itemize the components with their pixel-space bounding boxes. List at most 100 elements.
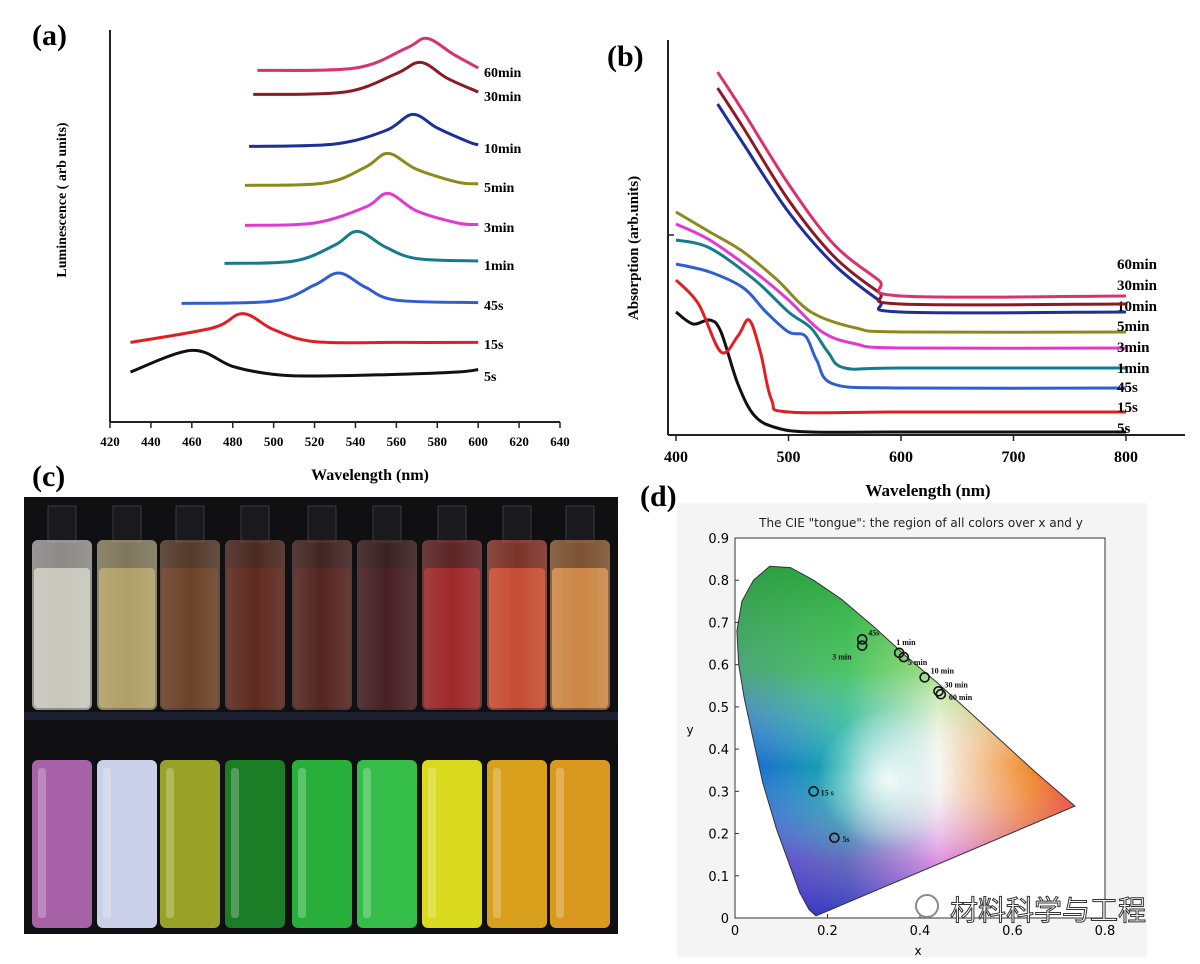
cie-point [933,685,944,697]
panel-a-line-60min [257,36,479,72]
vial-highlight [298,768,306,918]
vial-glass-shine [32,540,92,710]
panel-b-ylabel: Absorption (arb.units) [626,176,642,320]
cie-y-tick-label: 0.5 [708,701,729,716]
panel-b-series-label: 5s [1117,421,1131,437]
vial-cap [437,505,467,543]
panel-b-series-label: 15s [1117,400,1138,416]
photo-vials [32,505,610,928]
vial-cap [307,505,337,543]
vial-cap [175,505,205,543]
panel-a-line-45s [181,271,479,305]
vial-fluorescent [487,760,547,928]
vial-highlight [231,768,239,918]
panel-a-series-label: 10min [484,142,522,157]
vial-fluorescent [225,760,285,928]
panel-b-x-tick-label: 800 [1114,449,1138,466]
panel-b-series: 5s 15s 45s 1min 3min 5min 10min 30min 60min [674,71,1158,437]
cie-y-tick-label: 0.1 [708,870,729,885]
cie-x-tick-label: 0 [731,924,739,939]
panel-a-series-label: 30min [484,90,522,105]
panel-b-x-ticks: 400 500 600 700 800 [664,234,1138,466]
panel-a-x-tick-label: 420 [100,434,120,449]
panel-a-x-tick-label: 640 [550,434,570,449]
cie-point [856,634,868,645]
cie-white-point [817,708,958,849]
panel-a-x-tick-label: 580 [428,434,448,449]
vial-cap [112,505,142,543]
panel-b-series-label: 1min [1117,361,1150,377]
panel-b-label: (b) [607,40,644,73]
panel-b-x-tick-label: 400 [664,449,688,466]
vial-fluorescent [97,760,157,928]
panel-c-label: (c) [32,460,65,493]
panel-a-line-5min [244,151,479,187]
vial-fluorescent [550,760,610,928]
watermark-text: 材料科学与工程 [950,894,1146,927]
vial-highlight [166,768,174,918]
vial-glass-shine [550,540,610,710]
cie-point-label: 10 min [931,666,955,675]
vial-cap [240,505,270,543]
panel-a-series-label: 5min [484,181,515,196]
cie-x-tick-label: 0.2 [817,924,838,939]
panel-a-x-tick-label: 480 [223,434,243,449]
panel-a-series: 5s 15s 45s 1min 3min 5min 10min 30min 60min [129,36,522,385]
panel-a-label: (a) [32,19,67,52]
panel-a-series-label: 5s [484,370,497,385]
panel-b-line-60min [716,71,1127,299]
panel-a-x-tick-label: 620 [509,434,529,449]
panel-b-x-tick-label: 700 [1002,449,1026,466]
cie-ylabel: y [686,723,693,737]
vial-highlight [428,768,436,918]
panel-b-line-45s [675,262,1127,390]
panel-b-xlabel: Wavelength (nm) [865,481,990,500]
panel-a-line-30min [253,60,479,96]
cie-point [808,786,819,797]
cie-xlabel: x [914,944,921,958]
panel-a-x-tick-label: 460 [182,434,202,449]
panel-b-x-tick-label: 500 [777,449,801,466]
panel-a-line-10min [249,112,479,148]
wechat-icon [915,894,939,918]
panel-b-x-tick-label: 600 [889,449,913,466]
cie-y-tick-label: 0.7 [708,616,729,631]
panel-a-x-tick-label: 560 [387,434,407,449]
panel-a-series-label: 3min [484,221,515,236]
vial-glass-shine [357,540,417,710]
vial-fluorescent [292,760,352,928]
panel-a-x-ticks: 420 440 460 480 500 520 540 560 580 600 620 640 [100,422,570,449]
cie-y-tick-label: 0.3 [708,785,729,800]
panel-b-line-5s [675,310,1126,434]
cie-point [898,651,910,663]
vial-highlight [493,768,501,918]
vial-highlight [103,768,111,918]
cie-point-label: 45s [868,628,879,637]
panel-a-x-tick-label: 500 [264,434,284,449]
panel-b-line-15s [674,278,1126,415]
panel-a-series-label: 1min [484,259,515,274]
vial-glass-shine [160,540,220,710]
cie-y-tick-label: 0 [721,912,729,927]
panel-b-line-30min [716,87,1127,307]
cie-point [856,640,868,651]
panel-d-label: (d) [640,480,677,513]
cie-point-label: 60 min [949,693,973,702]
panel-b-line-1min [675,238,1126,371]
watermark: 材料科学与工程 [915,894,1147,928]
vial-fluorescent [422,760,482,928]
vial-glass-shine [487,540,547,710]
cie-ticks: 0 0.2 0.4 0.6 0.8 0 0.1 0.2 0.3 0.4 0.5 0.6 0.7 0.8 0.… [708,532,1115,939]
panel-a-line-3min [244,191,479,227]
panel-b-line-10min [716,103,1127,315]
cie-point-label: 3 min [832,653,852,662]
vial-highlight [363,768,371,918]
panel-a-line-15s [130,312,479,345]
panel-a: (a) 420 440 460 480 500 520 540 560 580 600 620 640… [32,19,570,484]
vial-highlight [38,768,46,918]
cie-point [919,672,930,683]
panel-a-ylabel: Luminescence ( arb units) [55,122,70,278]
cie-x-tick-label: 0.4 [910,924,931,939]
cie-x-tick-label: 0.8 [1095,924,1116,939]
